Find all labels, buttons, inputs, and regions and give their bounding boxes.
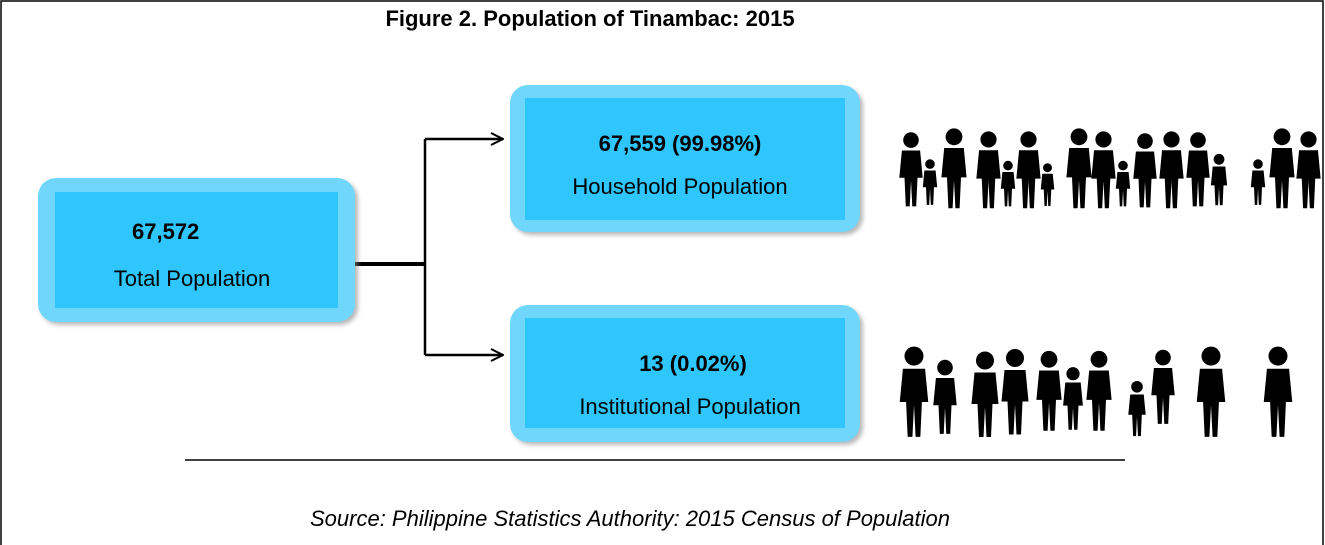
icon [1016,131,1040,208]
source: Source: Philippine Statistics Authority:… [310,506,950,531]
icon [1086,351,1111,431]
node-institutional: 13 (0.02%) Institutional Population [510,305,860,442]
icon [933,360,956,434]
node-total: 67,572 Total Population [38,178,355,322]
icon [1269,128,1294,208]
diagram: Figure 2. Population of Tinambac: 2015 6… [0,0,1325,545]
icon [1041,163,1055,206]
node-label: Total Population [114,266,271,291]
icon [1211,154,1227,205]
node-label: Institutional Population [579,394,800,419]
icon [1001,161,1015,207]
icon [1063,367,1083,430]
icon [1159,131,1183,208]
icon [900,347,929,437]
node-value: 13 (0.02%) [639,351,747,376]
node-household: 67,559 (99.98%) Household Population [510,85,860,232]
icon [1186,132,1209,206]
icon [899,132,922,206]
icon [972,352,999,438]
icon [941,128,966,208]
icon [1066,128,1091,208]
icon [1128,381,1145,436]
icon [976,131,1000,208]
icon [1133,133,1156,207]
household-icons [899,128,1320,208]
node-value: 67,559 (99.98%) [599,131,762,156]
icon [1251,159,1265,205]
node-label: Household Population [572,174,787,199]
icon [1036,351,1061,431]
node-value: 67,572 [132,219,199,244]
icon [1264,347,1293,437]
institutional-icons [900,347,1293,437]
icon [1091,131,1115,208]
title: Figure 2. Population of Tinambac: 2015 [385,6,794,31]
icon [1002,349,1029,435]
icon [1296,131,1320,208]
icon [1116,161,1130,207]
icon [923,159,937,205]
icon [1197,347,1226,437]
node-inner [525,98,845,220]
icon [1151,350,1174,424]
